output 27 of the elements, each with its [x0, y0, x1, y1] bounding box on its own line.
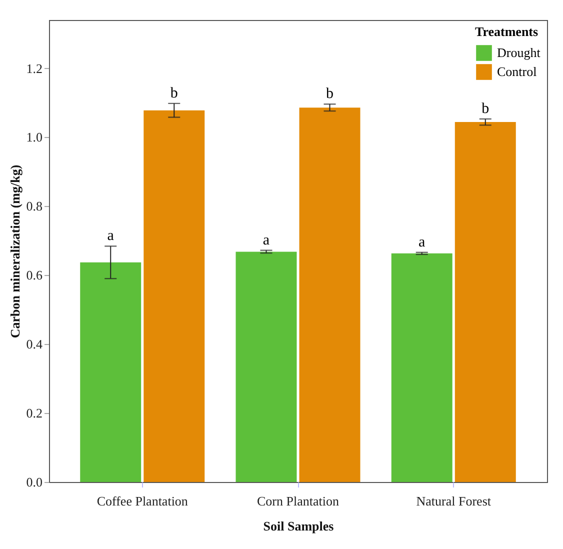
- y-tick-label: 1.2: [26, 60, 42, 76]
- legend-label: Drought: [497, 45, 541, 60]
- y-axis-title: Carbon mineralization (mg/kg): [7, 164, 22, 338]
- y-tick-label: 0.6: [26, 268, 43, 283]
- annotation: b: [482, 100, 490, 117]
- bar: [299, 108, 360, 482]
- y-tick-label: 0.8: [26, 198, 42, 214]
- y-tick-label: 0.0: [26, 474, 42, 490]
- legend-label: Control: [497, 64, 538, 79]
- annotation: b: [170, 85, 178, 102]
- x-tick-label: Corn Plantation: [257, 494, 340, 508]
- bar: [80, 262, 142, 482]
- x-tick-label: Coffee Plantation: [96, 494, 188, 508]
- annotation: a: [418, 234, 426, 250]
- y-tick-label: 0.2: [26, 406, 42, 421]
- legend-title: Treatments: [475, 24, 538, 39]
- bar: [236, 252, 297, 482]
- annotation: a: [262, 232, 270, 248]
- annotation: a: [107, 228, 114, 244]
- y-tick-label: 0.4: [26, 336, 43, 352]
- y-tick-label: 1.0: [26, 130, 42, 145]
- bar: [454, 122, 516, 482]
- x-tick-label: Natural Forest: [416, 494, 492, 508]
- bar: [391, 253, 452, 482]
- x-axis-title: Soil Samples: [263, 518, 334, 534]
- annotation: b: [326, 86, 334, 102]
- bar: [144, 110, 205, 482]
